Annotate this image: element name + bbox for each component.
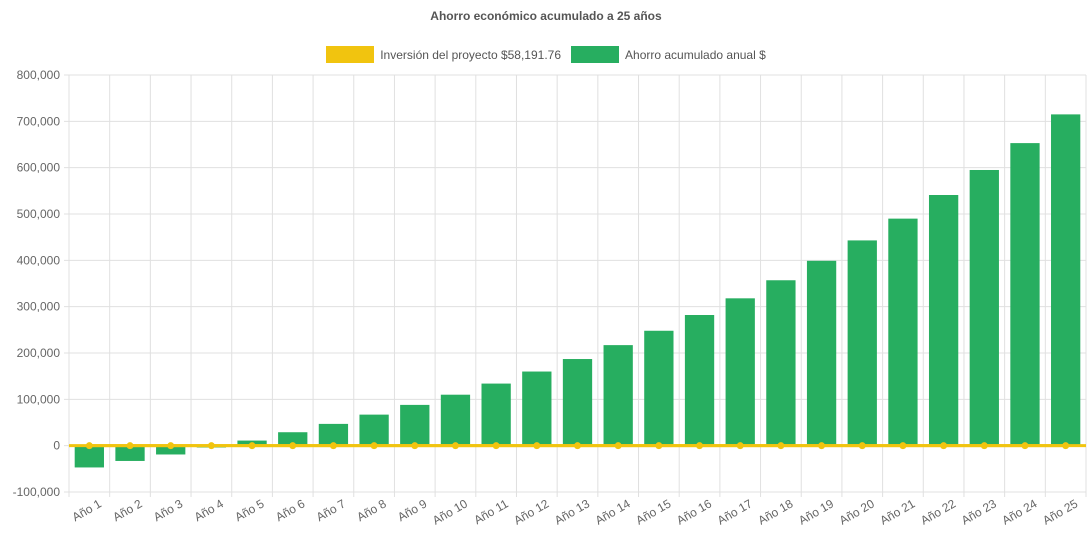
line-point: [858, 442, 866, 450]
bar: [766, 280, 796, 446]
legend-swatch-ahorro: [571, 46, 620, 63]
line-point: [574, 442, 581, 450]
bar: [969, 169, 999, 446]
bar: [115, 445, 145, 461]
y-tick-label: 300,000: [17, 300, 61, 314]
x-tick-label: Año 15: [633, 496, 673, 527]
x-tick-label: Año 18: [755, 496, 795, 527]
bar: [156, 445, 186, 455]
bar: [400, 404, 430, 446]
line-point: [777, 442, 785, 450]
bar: [318, 423, 349, 446]
bar: [440, 394, 471, 446]
x-tick-label: Año 23: [959, 496, 999, 527]
x-tick-label: Año 3: [151, 496, 185, 524]
chart-legend: Inversión del proyecto $58,191.76 Ahorro…: [0, 46, 1092, 63]
line-point: [940, 442, 948, 450]
line-point: [370, 442, 378, 450]
x-tick-label: Año 7: [314, 496, 348, 524]
bar: [74, 445, 104, 468]
legend-label-ahorro: Ahorro acumulado anual $: [625, 47, 766, 62]
line-point: [980, 442, 988, 450]
x-tick-label: Año 12: [511, 496, 551, 527]
line-point: [655, 442, 663, 450]
y-tick-label: 200,000: [17, 346, 61, 360]
bar: [725, 298, 755, 446]
line-point: [167, 442, 175, 450]
x-tick-label: Año 5: [232, 496, 266, 524]
x-tick-label: Año 1: [70, 496, 104, 524]
x-tick-label: Año 22: [918, 496, 958, 527]
x-tick-label: Año 17: [715, 496, 755, 527]
y-tick-label: 0: [53, 439, 60, 453]
line-point: [126, 442, 134, 450]
legend-item-inversion[interactable]: Inversión del proyecto $58,191.76: [326, 46, 561, 63]
x-tick-label: Año 20: [837, 496, 877, 527]
bar: [806, 260, 837, 446]
x-tick-label: Año 6: [273, 496, 307, 524]
x-tick-label: Año 16: [674, 496, 714, 527]
bar: [481, 383, 511, 446]
x-tick-label: Año 14: [593, 496, 633, 527]
legend-swatch-inversion: [326, 46, 375, 63]
bar: [684, 315, 715, 446]
line-point: [289, 442, 297, 450]
bar: [1051, 114, 1081, 446]
x-tick-label: Año 10: [430, 496, 470, 527]
bar: [359, 414, 389, 446]
y-tick-label: 400,000: [17, 253, 61, 267]
bar: [847, 240, 877, 446]
bar: [1010, 143, 1040, 446]
line-point: [207, 442, 215, 450]
x-tick-label: Año 13: [552, 496, 592, 527]
line-point: [899, 442, 907, 450]
y-tick-label: 700,000: [17, 114, 61, 128]
y-tick-label: 500,000: [17, 207, 61, 221]
y-tick-label: -100,000: [13, 485, 61, 499]
bar: [522, 371, 552, 446]
x-tick-label: Año 8: [354, 496, 388, 524]
y-tick-label: 800,000: [17, 68, 61, 82]
x-tick-label: Año 25: [1040, 496, 1080, 527]
x-tick-label: Año 2: [110, 496, 144, 524]
x-tick-label: Año 11: [471, 496, 510, 527]
line-point: [614, 442, 622, 450]
line-point: [736, 442, 744, 450]
x-tick-label: Año 21: [877, 496, 917, 527]
x-tick-label: Año 4: [192, 496, 226, 524]
line-point: [411, 442, 419, 450]
line-point: [1021, 442, 1029, 450]
bar: [928, 195, 959, 446]
line-point: [818, 442, 826, 450]
legend-label-inversion: Inversión del proyecto $58,191.76: [380, 47, 562, 62]
line-point: [248, 442, 256, 450]
bar: [603, 345, 633, 446]
line-point: [1062, 442, 1070, 450]
y-tick-label: 100,000: [17, 392, 61, 406]
line-point: [451, 442, 459, 450]
x-tick-label: Año 9: [395, 496, 429, 524]
line-point: [533, 442, 541, 450]
bar: [278, 432, 308, 446]
line-point: [696, 442, 704, 450]
line-point: [492, 442, 500, 450]
line-point: [329, 442, 337, 450]
chart-title: Ahorro económico acumulado a 25 años: [430, 9, 662, 23]
bar: [644, 330, 674, 446]
bar: [562, 359, 593, 446]
y-tick-label: 600,000: [17, 161, 61, 175]
x-tick-label: Año 24: [1000, 496, 1040, 527]
bar: [888, 218, 918, 446]
x-tick-label: Año 19: [796, 496, 836, 527]
legend-item-ahorro[interactable]: Ahorro acumulado anual $: [571, 46, 766, 63]
line-point: [85, 442, 93, 450]
